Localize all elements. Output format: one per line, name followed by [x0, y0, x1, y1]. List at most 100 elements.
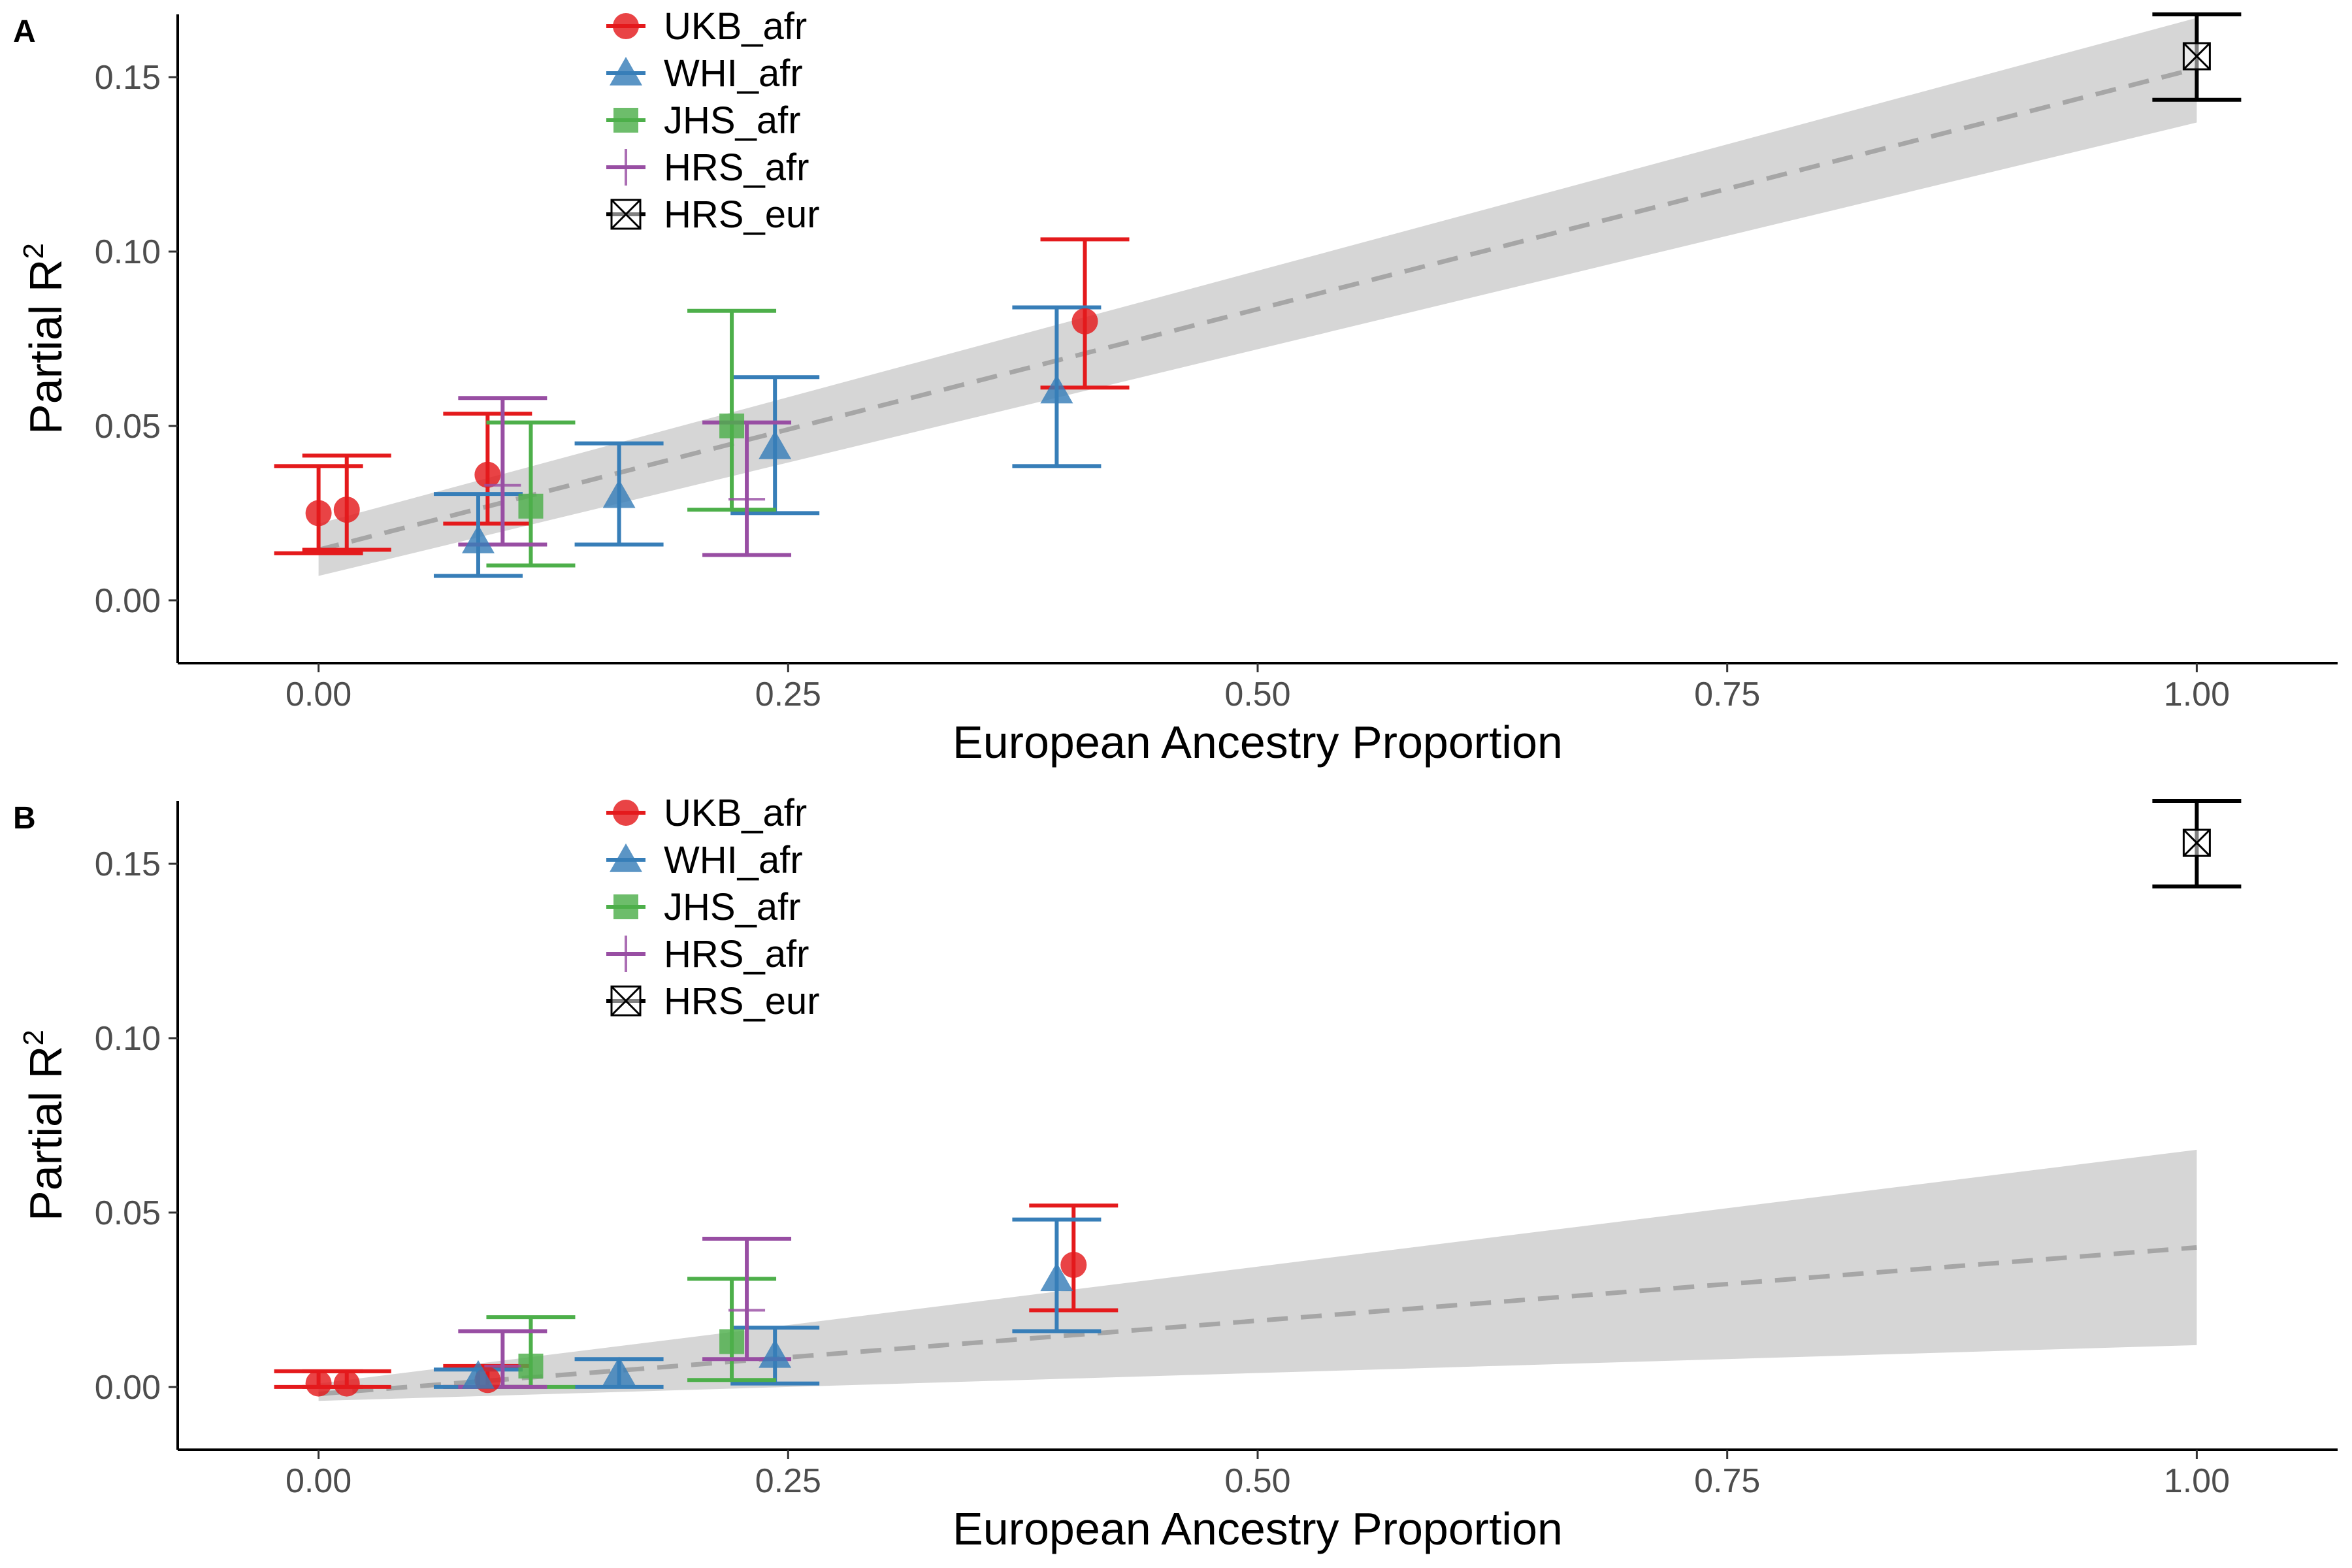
chart-panel-a: A 0.00 0.25 0.50 0.75 1.00 0.00 0.05 0.10 0.15 Eur…	[13, 5, 2338, 768]
legend-key-marker	[613, 13, 639, 39]
legend-label: JHS_afr	[664, 99, 801, 142]
markers-ukb-afr	[305, 308, 1098, 527]
data-point	[305, 1370, 332, 1397]
data-point	[518, 1353, 544, 1379]
data-point	[474, 461, 501, 488]
data-point	[484, 466, 521, 504]
x-axis-title: European Ancestry Proportion	[953, 717, 1563, 768]
legend-item: JHS_afr	[606, 99, 801, 142]
error-bar	[687, 308, 777, 512]
legend-key-marker	[610, 57, 642, 86]
legend-item: HRS_afr	[606, 933, 809, 975]
legend-label: HRS_afr	[664, 146, 809, 189]
y-axis-title: Partial R2	[18, 243, 71, 434]
legend-label: WHI_afr	[664, 839, 803, 881]
legend-label: HRS_afr	[664, 933, 809, 975]
data-point	[728, 481, 766, 518]
legend-item: HRS_eur	[606, 193, 820, 236]
legend-item: UKB_afr	[606, 5, 807, 48]
y-tick-label: 0.00	[95, 1369, 161, 1407]
y-tick-label: 0.05	[95, 1194, 161, 1232]
markers-hrs-afr	[484, 1292, 766, 1384]
markers-hrs-afr	[484, 466, 766, 518]
data-point	[1040, 1262, 1073, 1292]
x-tick-label: 0.75	[1694, 1462, 1760, 1500]
legend-key-marker	[613, 108, 638, 133]
legend-label: UKB_afr	[664, 5, 807, 48]
legend-item: WHI_afr	[606, 839, 803, 881]
legend-label: JHS_afr	[664, 886, 801, 928]
data-point	[728, 1292, 766, 1329]
x-tick-label: 0.50	[1224, 676, 1290, 713]
markers-hrs-eur	[2182, 828, 2211, 857]
y-tick-label: 0.15	[95, 845, 161, 883]
y-tick-label: 0.05	[95, 408, 161, 446]
data-point	[759, 1339, 792, 1368]
data-point	[333, 497, 360, 523]
markers-whi-afr	[461, 1262, 1073, 1389]
x-tick-label: 1.00	[2164, 1462, 2230, 1500]
data-point	[759, 431, 792, 459]
legend-key-marker	[613, 800, 639, 826]
y-tick-label: 0.10	[95, 233, 161, 271]
legend-key-marker	[610, 985, 642, 1017]
data-point	[602, 1356, 636, 1386]
legend-key-marker	[610, 199, 642, 230]
y-axis-title: Partial R2	[18, 1030, 71, 1221]
x-tick-label: 0.75	[1694, 676, 1760, 713]
y-axis-title-main: Partial R	[20, 1046, 71, 1221]
data-point	[1040, 374, 1073, 404]
legend-item: HRS_afr	[606, 146, 809, 189]
data-point	[461, 525, 495, 553]
data-point	[1060, 1252, 1087, 1279]
legend: UKB_afr WHI_afr JHS_afr HRS_afr HRS_eur	[606, 792, 820, 1022]
legend-item: JHS_afr	[606, 886, 801, 928]
data-point	[719, 413, 745, 438]
legend-item: HRS_eur	[606, 980, 820, 1022]
chart-panel-b: B 0.00 0.25 0.50 0.75 1.00 0.00 0.05 0.10 0.15 Eur…	[13, 792, 2338, 1554]
y-tick-label: 0.15	[95, 59, 161, 97]
panel-tag: B	[13, 801, 36, 836]
confidence-band	[318, 18, 2197, 576]
data-point	[305, 500, 332, 527]
x-tick-label: 0.00	[286, 676, 351, 713]
legend-key-marker	[610, 843, 642, 872]
data-point	[333, 1370, 360, 1397]
legend-label: HRS_eur	[664, 193, 820, 236]
x-tick-label: 0.00	[286, 1462, 351, 1500]
data-point	[2182, 42, 2211, 71]
markers-jhs-afr	[518, 1329, 745, 1379]
data-point	[719, 1329, 745, 1354]
y-axis-title-superscript: 2	[18, 243, 50, 259]
trend-line	[318, 66, 2198, 552]
legend-key-marker	[613, 894, 638, 919]
markers-hrs-eur	[2182, 42, 2211, 71]
legend-label: WHI_afr	[664, 52, 803, 95]
panel-tag: A	[13, 14, 36, 49]
data-point	[2182, 828, 2211, 857]
y-tick-label: 0.00	[95, 582, 161, 620]
data-point	[518, 493, 544, 519]
markers-whi-afr	[461, 374, 1073, 553]
y-tick-label: 0.10	[95, 1020, 161, 1058]
legend-label: UKB_afr	[664, 792, 807, 834]
x-axis-title: European Ancestry Proportion	[953, 1503, 1563, 1554]
data-point	[1071, 308, 1098, 335]
y-axis-title-main: Partial R	[20, 259, 71, 434]
y-axis-title-superscript: 2	[18, 1030, 50, 1045]
legend-item: UKB_afr	[606, 792, 807, 834]
data-point	[461, 1360, 495, 1389]
x-tick-label: 0.50	[1224, 1462, 1290, 1500]
trend-line	[318, 1245, 2197, 1397]
markers-jhs-afr	[518, 413, 745, 519]
data-point	[484, 1347, 521, 1384]
data-point	[602, 479, 636, 508]
x-tick-label: 1.00	[2164, 676, 2230, 713]
legend-item: WHI_afr	[606, 52, 803, 95]
x-tick-label: 0.25	[755, 1462, 821, 1500]
confidence-band	[318, 1149, 2197, 1401]
legend-label: HRS_eur	[664, 980, 820, 1022]
x-tick-label: 0.25	[755, 676, 821, 713]
